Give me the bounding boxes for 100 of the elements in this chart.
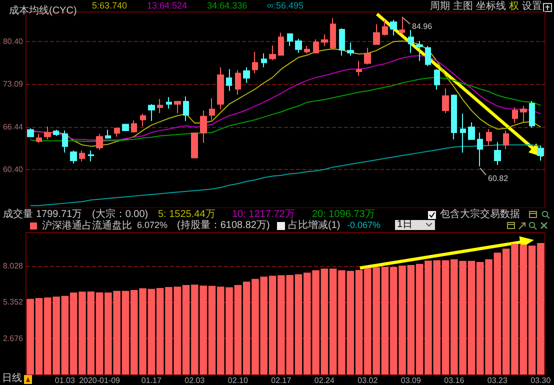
candlestick	[252, 51, 258, 74]
text: 5:63.740	[92, 0, 128, 10]
text: 包含大宗交易数据	[440, 209, 520, 220]
candlestick	[295, 38, 302, 54]
candlestick	[373, 24, 380, 46]
candlestick	[114, 127, 120, 138]
candlestick	[304, 46, 310, 54]
candlestick	[434, 68, 440, 90]
candlestick	[122, 123, 129, 132]
candlestick	[183, 96, 189, 122]
x-tick-label: 03.30	[530, 376, 552, 385]
candlestick	[390, 19, 397, 36]
text: 5: 1525.44万	[158, 209, 216, 220]
x-tick-label: 02.03	[184, 376, 206, 385]
text: 34:64.336	[207, 0, 248, 10]
text: (大宗：0.00)	[92, 209, 148, 220]
candlestick	[96, 133, 103, 150]
candlestick	[261, 52, 267, 68]
candlestick	[494, 142, 501, 166]
candlestick	[512, 106, 518, 124]
candlestick	[356, 60, 362, 76]
candlestick	[235, 70, 241, 96]
candlestick	[140, 113, 146, 127]
candlestick	[330, 18, 336, 50]
candlestick	[105, 129, 111, 140]
candlestick	[209, 98, 215, 120]
text: 6.072%	[137, 220, 168, 230]
candlestick	[503, 130, 509, 150]
candlestick	[529, 100, 535, 128]
y-tick-label: 2.676	[2, 334, 24, 343]
x-tick-label: 03.09	[400, 376, 422, 385]
y-tick-label: 66.44	[2, 122, 24, 132]
candlestick	[44, 126, 51, 140]
candlestick	[313, 38, 319, 54]
candlestick	[416, 40, 423, 62]
text: 20: 1096.73万	[312, 209, 375, 220]
candlestick	[166, 96, 172, 110]
candlestick	[269, 44, 276, 61]
text: 坐标线	[476, 1, 506, 12]
chart-title: 成本均线(CYC)	[9, 4, 77, 16]
text: 权	[509, 1, 519, 12]
candlestick	[442, 88, 449, 114]
y-tick-label: 60.40	[2, 164, 24, 174]
candlestick	[364, 47, 371, 65]
x-tick-label: 2020-01-09	[79, 376, 121, 385]
candlestick	[53, 129, 59, 136]
candlestick	[468, 122, 475, 140]
text: -0.067%	[347, 220, 381, 230]
text: ∞:56.495	[267, 0, 304, 10]
candlestick	[131, 120, 137, 133]
candlestick	[287, 33, 293, 47]
candlestick	[347, 42, 354, 56]
candlestick	[79, 150, 85, 162]
x-tick-label: 02.24	[314, 376, 335, 385]
y-tick-label: 8.028	[2, 261, 24, 270]
candlestick	[460, 113, 466, 154]
candlestick	[520, 106, 527, 124]
candlestick	[537, 145, 544, 162]
x-tick-label: 03.23	[487, 376, 508, 385]
x-tick-label: 02.17	[271, 376, 292, 385]
text: 成交量	[3, 209, 33, 220]
candlestick	[217, 66, 224, 110]
y-tick-label: 73.09	[2, 80, 24, 89]
candlestick	[200, 110, 207, 144]
text: 1799.71万	[36, 209, 82, 220]
text: 周期	[430, 1, 450, 12]
candlestick	[243, 66, 250, 84]
x-tick-label: 02.10	[228, 376, 248, 385]
x-tick-label: 01.03	[54, 376, 76, 385]
candlestick	[399, 16, 405, 35]
candlestick	[148, 104, 155, 122]
candlestick	[408, 30, 414, 54]
y-tick-label: 5.352	[2, 298, 24, 307]
candlestick	[278, 32, 284, 56]
candlestick	[191, 132, 198, 159]
text: (持股量：6108.82万)	[177, 220, 270, 231]
candlestick	[451, 94, 457, 140]
annotation: 60.82	[487, 174, 510, 183]
x-tick-label: 03.16	[444, 376, 465, 385]
candlestick	[88, 150, 94, 162]
line-series	[30, 144, 542, 206]
candlestick	[477, 132, 483, 167]
candlestick	[321, 34, 328, 47]
candlestick	[226, 68, 232, 92]
text: 13:64.524	[147, 0, 188, 10]
annotation: 84.96	[411, 22, 434, 31]
text: 设置	[522, 1, 542, 12]
candlestick	[157, 98, 163, 114]
text: 主图	[453, 1, 473, 12]
candlestick	[62, 130, 68, 154]
candlestick	[339, 28, 345, 56]
y-tick-label: 80.40	[2, 37, 24, 46]
x-tick-label: 03.02	[358, 376, 378, 385]
candlestick	[70, 150, 77, 164]
text: 10: 1217.72万	[232, 209, 295, 220]
candlestick	[174, 100, 181, 114]
candlestick	[425, 46, 431, 67]
line-series	[30, 76, 542, 142]
candlestick	[36, 133, 42, 144]
legend-label: 沪深港通占流通盘比	[42, 220, 132, 232]
